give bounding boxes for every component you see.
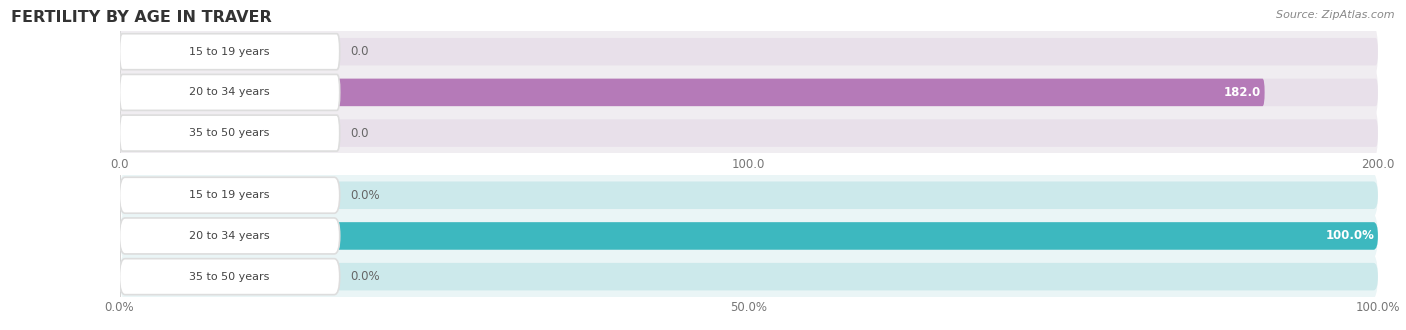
FancyBboxPatch shape <box>120 259 340 295</box>
FancyBboxPatch shape <box>120 218 340 254</box>
Text: FERTILITY BY AGE IN TRAVER: FERTILITY BY AGE IN TRAVER <box>11 10 271 25</box>
Text: Source: ZipAtlas.com: Source: ZipAtlas.com <box>1277 10 1395 20</box>
FancyBboxPatch shape <box>120 222 1378 250</box>
FancyBboxPatch shape <box>120 69 1378 116</box>
FancyBboxPatch shape <box>120 177 340 213</box>
FancyBboxPatch shape <box>120 74 340 111</box>
FancyBboxPatch shape <box>120 115 340 151</box>
FancyBboxPatch shape <box>120 253 1378 300</box>
FancyBboxPatch shape <box>120 182 1378 209</box>
Text: 35 to 50 years: 35 to 50 years <box>190 272 270 281</box>
Text: 100.0%: 100.0% <box>1326 229 1374 243</box>
FancyBboxPatch shape <box>120 119 1378 147</box>
Text: 20 to 34 years: 20 to 34 years <box>190 87 270 97</box>
FancyBboxPatch shape <box>120 110 1378 156</box>
FancyBboxPatch shape <box>120 222 1378 250</box>
Text: 0.0%: 0.0% <box>350 189 380 202</box>
FancyBboxPatch shape <box>120 38 1378 65</box>
Text: 15 to 19 years: 15 to 19 years <box>190 47 270 57</box>
FancyBboxPatch shape <box>120 28 1378 75</box>
FancyBboxPatch shape <box>120 34 340 70</box>
Text: 15 to 19 years: 15 to 19 years <box>190 190 270 200</box>
Text: 182.0: 182.0 <box>1223 86 1261 99</box>
Text: 20 to 34 years: 20 to 34 years <box>190 231 270 241</box>
FancyBboxPatch shape <box>120 79 1378 106</box>
Text: 35 to 50 years: 35 to 50 years <box>190 128 270 138</box>
Text: 0.0%: 0.0% <box>350 270 380 283</box>
FancyBboxPatch shape <box>120 213 1378 259</box>
FancyBboxPatch shape <box>120 172 1378 218</box>
FancyBboxPatch shape <box>120 79 1264 106</box>
FancyBboxPatch shape <box>120 263 1378 290</box>
Text: 0.0: 0.0 <box>350 45 368 58</box>
Text: 0.0: 0.0 <box>350 127 368 140</box>
